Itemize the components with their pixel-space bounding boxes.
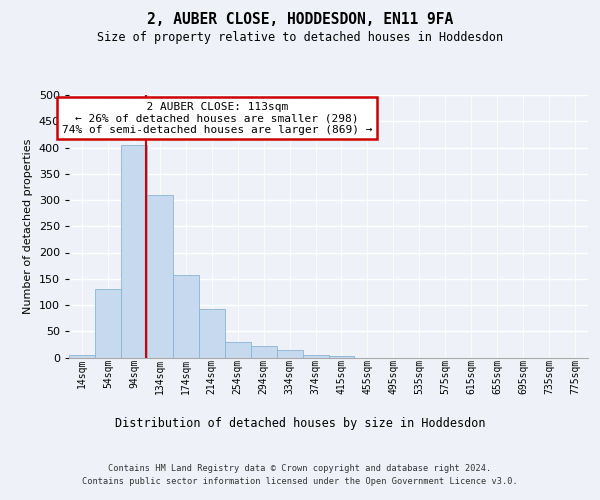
Bar: [277, 350, 302, 358]
Text: Size of property relative to detached houses in Hoddesdon: Size of property relative to detached ho…: [97, 31, 503, 44]
Text: Contains HM Land Registry data © Crown copyright and database right 2024.: Contains HM Land Registry data © Crown c…: [109, 464, 491, 473]
Text: Distribution of detached houses by size in Hoddesdon: Distribution of detached houses by size …: [115, 418, 485, 430]
Bar: [199, 308, 224, 358]
Text: Contains public sector information licensed under the Open Government Licence v3: Contains public sector information licen…: [82, 477, 518, 486]
Bar: [147, 194, 173, 358]
Bar: [95, 289, 121, 358]
Bar: [69, 355, 95, 358]
Text: 2, AUBER CLOSE, HODDESDON, EN11 9FA: 2, AUBER CLOSE, HODDESDON, EN11 9FA: [147, 12, 453, 28]
Bar: [225, 342, 251, 357]
Y-axis label: Number of detached properties: Number of detached properties: [23, 138, 33, 314]
Bar: [329, 356, 355, 358]
Bar: [302, 355, 329, 358]
Bar: [251, 346, 277, 358]
Bar: [173, 275, 199, 357]
Text: 2 AUBER CLOSE: 113sqm  
← 26% of detached houses are smaller (298)
74% of semi-d: 2 AUBER CLOSE: 113sqm ← 26% of detached …: [62, 102, 372, 135]
Bar: [121, 145, 147, 358]
